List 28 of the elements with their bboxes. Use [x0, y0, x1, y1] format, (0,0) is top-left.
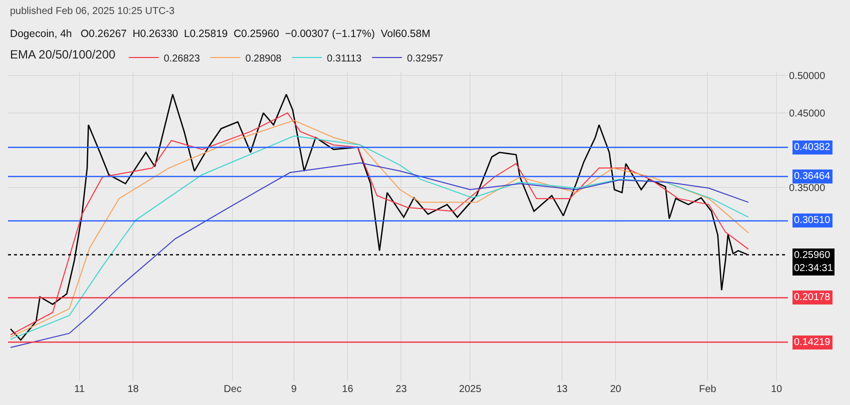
- line-series: [10, 162, 749, 348]
- ref-line-label: 0.14219: [794, 337, 831, 348]
- chart-title: Dogecoin, 4h O0.26267 H0.26330 L0.25819 C0.25960 −0.00307 (−1.17%) Vol60.58M: [10, 28, 430, 40]
- ref-line-label: 0.20178: [794, 292, 831, 303]
- legend-label: 0.28908: [245, 53, 282, 64]
- x-tick-label: 18: [128, 384, 140, 395]
- x-tick-label: 10: [770, 384, 783, 395]
- x-tick-label: 20: [610, 384, 622, 395]
- ref-line-label: 0.30510: [794, 215, 831, 226]
- ref-line-label: 0.25960 02:34:31: [794, 250, 834, 274]
- y-tick-label: 0.45000: [789, 108, 826, 120]
- x-tick-label: 11: [74, 384, 86, 395]
- ref-line-label: 0.40382: [794, 142, 831, 153]
- x-tick-label: 2025: [459, 384, 482, 395]
- legend-label: 0.31113: [326, 53, 362, 64]
- x-tick-label: 13: [556, 384, 568, 395]
- legend-title: EMA 20/50/100/200: [10, 48, 116, 62]
- legend-label: 0.32957: [407, 53, 444, 64]
- x-tick-label: Dec: [224, 384, 242, 395]
- x-tick-label: 23: [396, 384, 408, 395]
- y-tick-label: 0.35000: [789, 182, 826, 194]
- x-tick-label: 16: [342, 384, 354, 395]
- x-tick-label: Feb: [698, 384, 717, 395]
- x-tick-label: 9: [291, 384, 298, 395]
- y-tick-label: 0.50000: [789, 71, 826, 82]
- chart-subtitle: published Feb 06, 2025 10:25 UTC-3: [10, 6, 175, 17]
- legend-label: 0.26823: [164, 53, 200, 64]
- ref-line-label: 0.36464: [794, 171, 831, 182]
